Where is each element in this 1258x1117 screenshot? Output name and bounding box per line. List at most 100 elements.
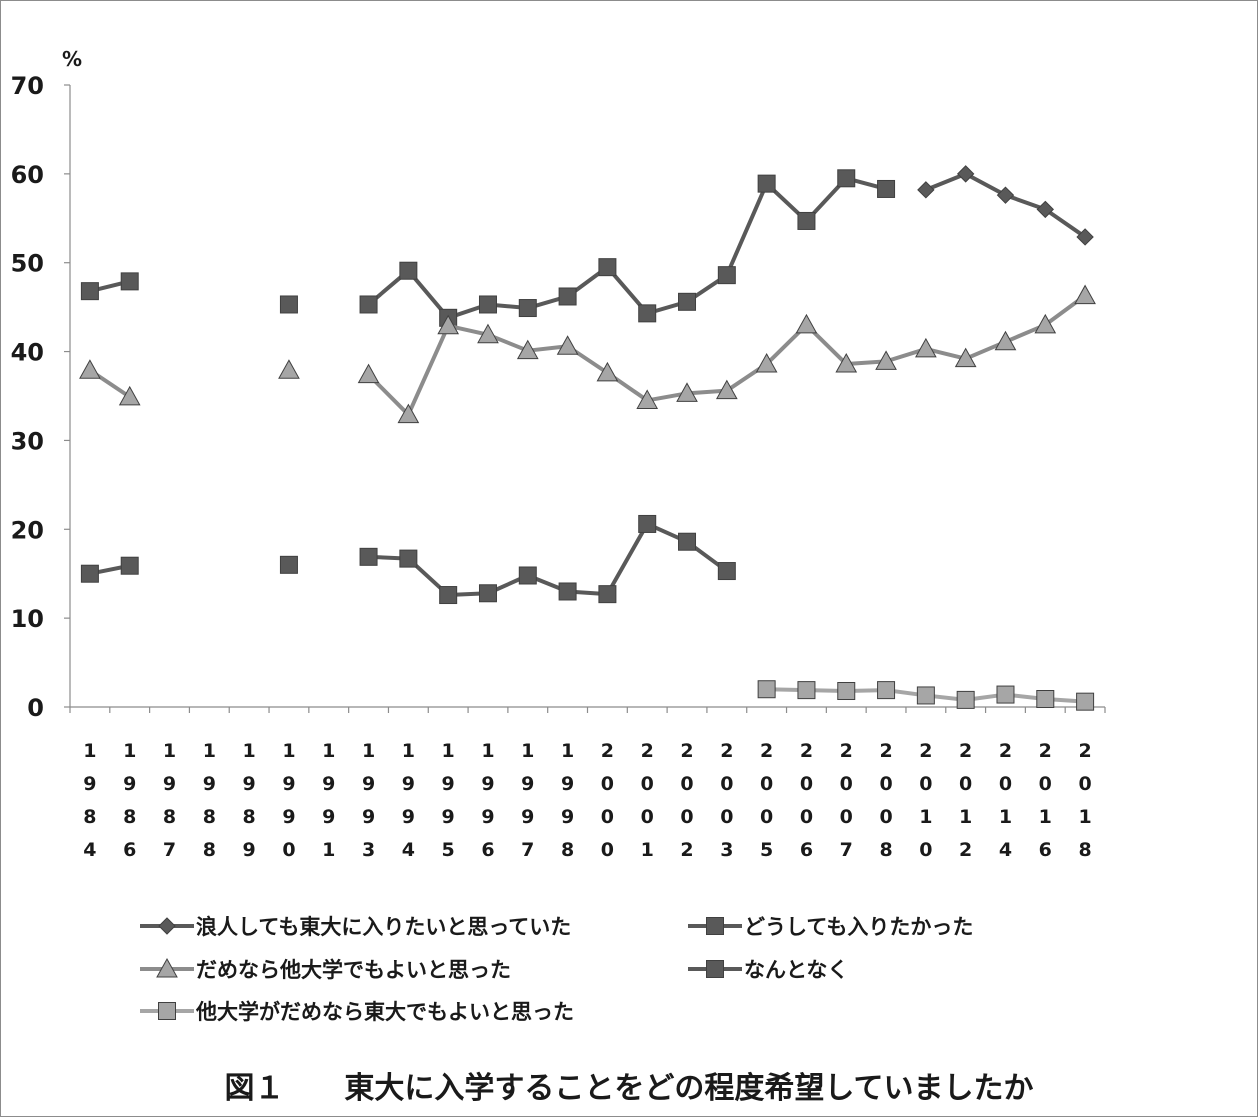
data-point [120,556,139,575]
y-tick-label: 50 [11,250,44,278]
plot-area [79,165,1096,711]
data-point [835,352,858,373]
data-point [678,532,697,551]
data-point [79,359,101,379]
data-point [118,385,141,406]
data-point [279,295,298,314]
series-2 [80,169,896,327]
data-point [638,304,657,323]
series-line [368,521,729,598]
data-point [877,179,896,198]
y-axis-label: % [62,47,82,71]
legend-label: なんとなく [744,958,848,982]
y-tick-label: 70 [11,72,44,100]
data-point [837,682,856,701]
series-line [367,176,887,320]
x-tick-labels: 1 9 8 4 1 9 8 6 1 9 8 7 1 9 8 8 1 9 8 9 1 9 9 0 1 9 9 1 1 9 9 3 1 9 9 4 1 9 9 5… [83,740,1091,861]
legend-marker [156,957,178,978]
legend-label: 他大学がだめなら東大でもよいと思った [195,1000,574,1024]
legend-item: 他大学がだめなら東大でもよいと思った [140,1000,574,1024]
data-point [1036,690,1055,709]
data-point [996,186,1015,204]
legend-label: 浪人しても東大に入りたいと思っていた [196,915,571,939]
figure-caption: 図１ 東大に入学することをどの程度希望していましたか [224,1071,1034,1106]
data-point [558,287,577,306]
y-tick-label: 0 [27,694,44,722]
data-point [717,562,736,581]
data-point [1076,692,1095,711]
data-point [359,547,378,566]
data-point [397,403,420,424]
data-point [518,566,537,585]
data-point [399,261,418,280]
data-point [757,680,776,699]
legend-item: どうしても入りたかった [688,915,973,939]
data-point [636,389,659,409]
data-point [797,681,816,700]
data-point [120,272,139,291]
series-3 [79,284,1096,424]
data-point [1074,284,1096,305]
legend-item: だめなら他大学でもよいと思った [140,957,511,982]
y-tick-label: 40 [11,339,44,367]
legend-marker [706,917,724,935]
legend-item: なんとなく [688,958,848,982]
data-point [837,169,856,188]
data-point [717,266,736,285]
data-point [556,335,579,355]
legend-marker [158,1002,176,1020]
data-point [80,564,99,583]
data-point [1036,200,1054,219]
legend: 浪人しても東大に入りたいと思っていた どうしても入りたかっただめなら他大学でもよい… [140,915,973,1024]
data-point [915,337,937,358]
data-point [279,555,298,574]
series-4 [80,514,736,605]
data-point [755,352,778,373]
data-point [437,314,460,335]
data-point [516,339,539,360]
data-point [638,514,657,533]
data-point [598,585,617,604]
data-point [399,549,418,568]
series-5 [757,680,1095,711]
y-tick-label: 30 [11,427,44,455]
data-point [596,361,619,382]
data-point [994,330,1017,351]
data-point [1076,228,1094,246]
data-point [797,211,816,230]
line-chart: 0 10 20 30 40 50 60 70% 1 9 8 4 1 9 8 6 1 9 8 7 1 9 8 8 1 9 8 9 1 9 9… [11,47,1106,1024]
legend-label: どうしても入りたかった [744,915,973,939]
data-point [916,686,935,705]
data-point [518,299,537,318]
data-point [954,347,977,368]
data-point [678,292,697,311]
data-point [598,258,617,277]
data-point [795,313,818,334]
data-point [278,359,300,379]
legend-marker [158,917,176,935]
